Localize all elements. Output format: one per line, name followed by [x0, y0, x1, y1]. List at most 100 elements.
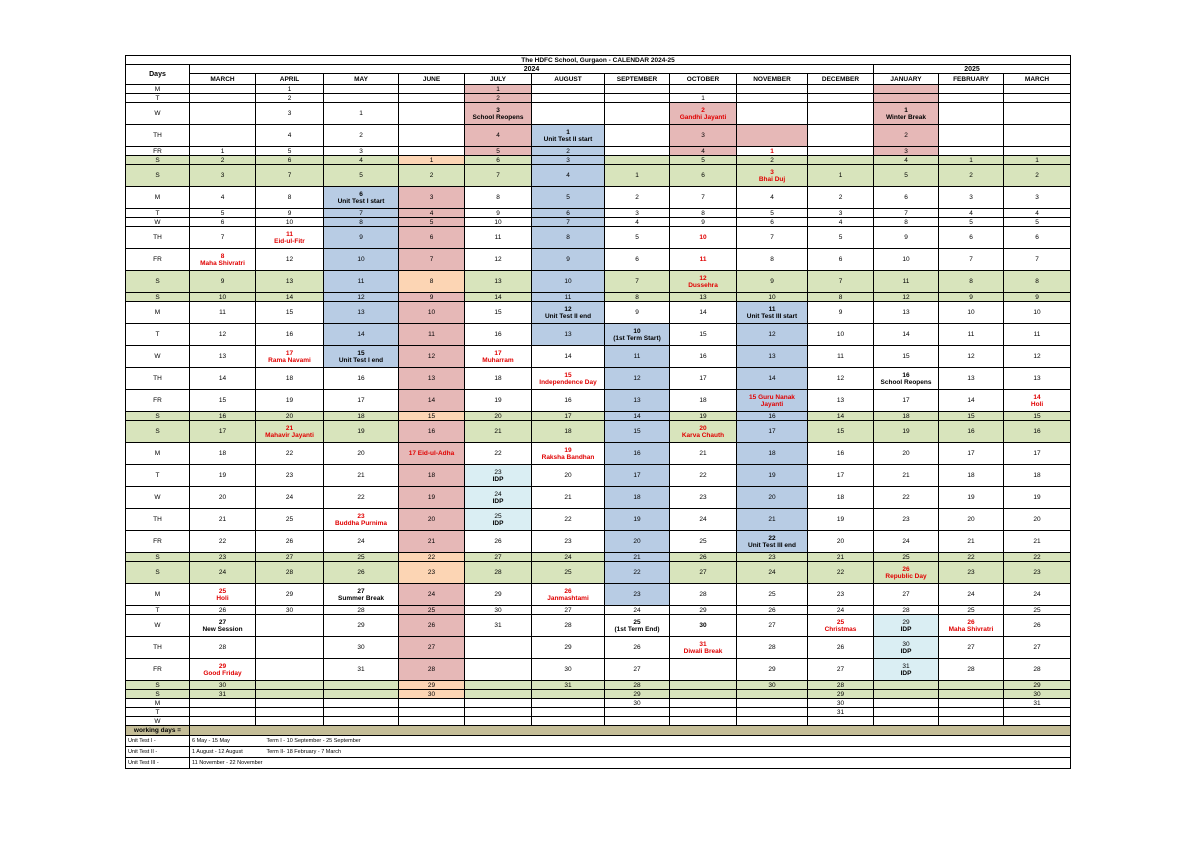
date-cell: 25 [531, 561, 605, 584]
date-number: 14 [218, 375, 227, 382]
date-cell [255, 698, 324, 708]
date-cell: 6 [604, 248, 670, 271]
date-cell: 19 [323, 420, 399, 443]
note-term [264, 757, 1071, 769]
calendar-row: TH 28 30 27 29 26 31 Diwali Break 28 26 30 IDP 27 27 [125, 636, 1072, 659]
date-cell: 1 [189, 146, 256, 156]
date-cell: 23 [669, 486, 737, 509]
date-cell: 17 [604, 464, 670, 487]
date-number: 12 [427, 353, 436, 360]
date-cell: 3 [669, 124, 737, 147]
date-cell: 22 [669, 464, 737, 487]
date-cell: 17 [323, 389, 399, 412]
date-number: 22 [1033, 553, 1041, 561]
date-number: 21 [902, 472, 910, 479]
date-number: 13 [564, 331, 572, 338]
date-cell: 21 [531, 486, 605, 509]
event-label: Unit Test I end [338, 356, 384, 364]
date-cell: 22 [604, 561, 670, 584]
date-number: 15 [902, 353, 910, 360]
date-cell: 8 [255, 186, 324, 209]
date-number: 2 [220, 156, 225, 164]
date-cell: 14 [604, 411, 670, 421]
date-number: 7 [969, 256, 973, 263]
date-cell: 1 [669, 93, 737, 103]
date-cell [464, 689, 532, 699]
date-cell: 9 [323, 226, 399, 249]
date-cell: 25 [323, 552, 399, 562]
date-cell: 24 [736, 561, 808, 584]
date-number: 7 [359, 209, 363, 217]
date-number: 21 [967, 538, 975, 545]
date-number: 20 [564, 472, 572, 479]
date-number: 7 [635, 278, 639, 285]
date-cell: 1 [1002, 155, 1072, 165]
date-number: 22 [494, 450, 502, 457]
date-cell [873, 707, 939, 717]
date-number: 28 [768, 644, 776, 651]
date-number: 7 [429, 256, 434, 263]
calendar-row: W 20 24 22 19 24 IDP 21 18 23 20 18 22 19 19 [125, 486, 1072, 509]
day-label: FR [125, 248, 190, 271]
date-cell: 9 [736, 270, 808, 293]
date-number: 18 [902, 412, 910, 420]
date-cell: 15 [938, 411, 1004, 421]
date-number: 24 [564, 553, 572, 561]
date-cell: 26 Janmashtami [531, 583, 605, 606]
date-number: 26 [1033, 622, 1041, 629]
event-label: Jayanti [760, 400, 784, 408]
calendar-row: M 30 30 31 [125, 698, 1072, 708]
date-cell: 2 [464, 93, 532, 103]
date-number: 21 [699, 450, 707, 457]
note-row: Unit Test II - 1 August - 12 August Term… [125, 746, 1071, 758]
date-number: 1 [429, 156, 434, 164]
date-cell: 9 [464, 208, 532, 218]
event-label: New Session [202, 625, 243, 633]
day-label: W [125, 716, 190, 726]
date-cell: 13 [464, 270, 532, 293]
date-number: 26 [218, 606, 227, 614]
date-cell: 18 [807, 486, 874, 509]
date-cell: 17 Rama Navami [255, 345, 324, 368]
date-cell: 10 [398, 301, 465, 324]
calendar-row: S 17 21 Mahavir Jayanti 19 16 21 18 15 20 Karva Ch… [125, 420, 1072, 443]
date-cell: 1 [398, 155, 465, 165]
date-cell [873, 93, 939, 103]
date-cell: 19 [189, 464, 256, 487]
date-cell: 23 [807, 583, 874, 606]
date-number: 12 [357, 293, 365, 301]
date-cell: 17 [807, 464, 874, 487]
date-number: 1 [969, 156, 973, 164]
date-number: 14 [285, 293, 294, 301]
date-cell [669, 84, 737, 94]
date-number: 24 [427, 591, 436, 598]
date-cell: 14 [873, 323, 939, 346]
date-number: 27 [218, 618, 227, 626]
date-cell: 8 [736, 248, 808, 271]
date-cell: 29 [398, 680, 465, 690]
date-number: 26 [633, 644, 641, 651]
date-number: 11 [357, 278, 365, 285]
date-cell [398, 102, 465, 125]
date-number: 10 [699, 234, 707, 241]
date-number: 5 [838, 234, 843, 241]
date-number: 13 [902, 309, 910, 316]
date-number: 22 [902, 494, 910, 501]
date-cell: 10 [1002, 301, 1072, 324]
date-number: 18 [564, 428, 572, 435]
date-number: 19 [967, 494, 975, 501]
date-number: 2 [770, 156, 774, 164]
date-cell: 14 [323, 323, 399, 346]
date-cell: 8 [604, 292, 670, 302]
date-cell: 18 [736, 442, 808, 465]
date-cell: 2 [604, 186, 670, 209]
month-header: JUNE [398, 73, 465, 85]
date-cell [736, 716, 808, 726]
date-number: 10 [357, 256, 365, 263]
date-cell: 24 IDP [464, 486, 532, 509]
date-number: 8 [770, 256, 774, 263]
date-cell: 20 [873, 442, 939, 465]
date-number: 12 [494, 256, 502, 263]
date-number: 10 [967, 309, 975, 316]
date-number: 3 [701, 132, 705, 139]
